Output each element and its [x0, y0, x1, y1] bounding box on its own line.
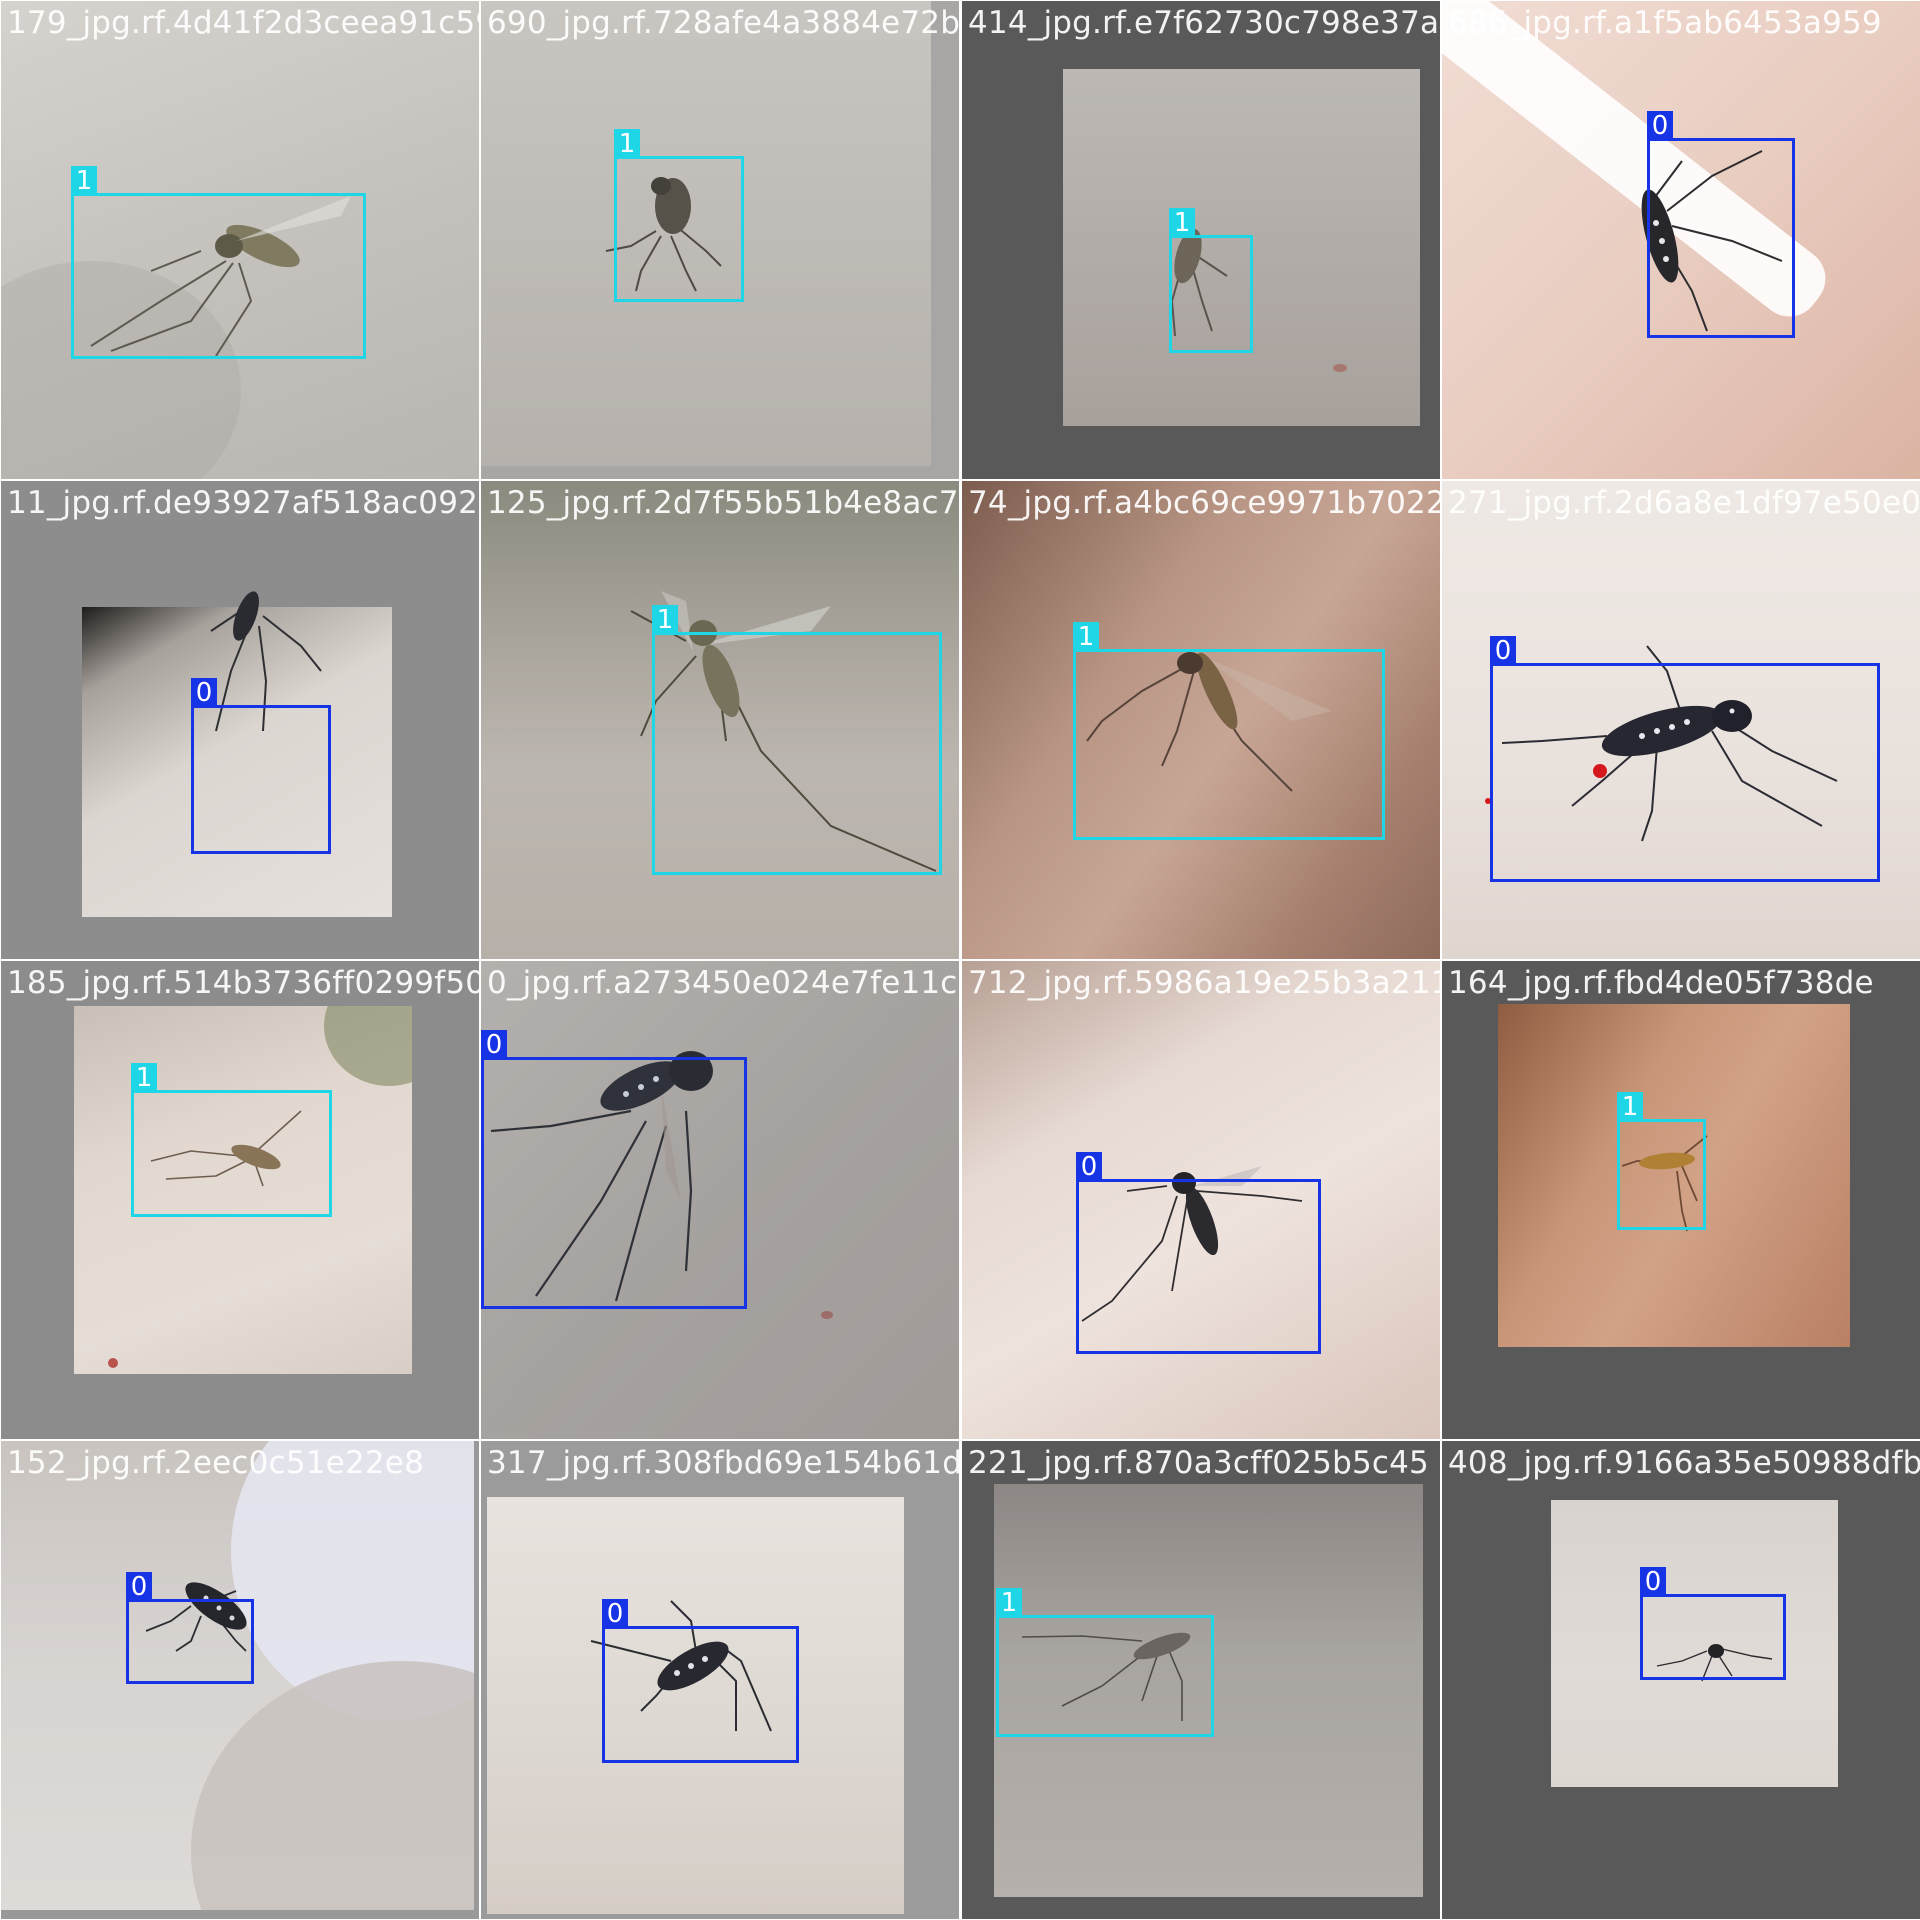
- mosaic-tile: 1 179_jpg.rf.4d41f2d3ceea91c590: [1, 1, 479, 479]
- detection-box: 1: [1169, 208, 1253, 353]
- tile-filename: 74_jpg.rf.a4bc69ce9971b7022: [968, 485, 1440, 521]
- tile-photo: [1551, 1500, 1838, 1787]
- tile-filename: 152_jpg.rf.2eec0c51e22e8: [7, 1445, 424, 1481]
- tile-photo: [481, 481, 959, 959]
- class-label: 0: [1490, 636, 1516, 666]
- tile-photo: [1, 1441, 474, 1910]
- detection-box: 1: [71, 166, 366, 359]
- mosquito: [490, 1051, 713, 1302]
- detection-box: 1: [131, 1063, 332, 1217]
- tile-photo: [994, 1484, 1423, 1897]
- class-label: 0: [126, 1572, 152, 1602]
- detection-box: 0: [1490, 636, 1880, 882]
- tile-photo: [487, 1497, 904, 1914]
- mosquito: [1170, 228, 1228, 337]
- tile-photo: [1063, 69, 1420, 426]
- class-label: 1: [71, 166, 97, 196]
- mosaic-tile: 1 125_jpg.rf.2d7f55b51b4e8ac73: [481, 481, 959, 959]
- class-label: 0: [602, 1599, 628, 1629]
- tile-photo: [1442, 1, 1920, 479]
- class-label: 1: [1617, 1092, 1643, 1122]
- class-label: 1: [131, 1063, 157, 1093]
- detection-box: 0: [1640, 1567, 1786, 1680]
- mosquito: [210, 591, 322, 732]
- tile-filename: 179_jpg.rf.4d41f2d3ceea91c590: [7, 5, 479, 41]
- mosquito: [150, 1110, 302, 1187]
- class-label: 1: [1169, 208, 1195, 238]
- detection-box: 0: [481, 1030, 747, 1309]
- detection-box: 1: [614, 129, 744, 302]
- detection-box: 0: [126, 1572, 254, 1684]
- tile-photo: [1, 1, 479, 479]
- mosaic-tile: 0 11_jpg.rf.de93927af518ac092: [1, 481, 479, 959]
- class-label: 0: [481, 1030, 507, 1060]
- class-label: 1: [996, 1588, 1022, 1618]
- mosquito: [590, 1600, 772, 1732]
- mosaic-tile: 1 414_jpg.rf.e7f62730c798e37a8: [962, 1, 1440, 479]
- tile-filename: 317_jpg.rf.308fbd69e154b61d: [487, 1445, 959, 1481]
- mosaic-tile: 0 152_jpg.rf.2eec0c51e22e8: [1, 1441, 479, 1919]
- class-label: 0: [1076, 1152, 1102, 1182]
- class-label: 0: [1647, 111, 1673, 141]
- mosaic-tile: 0 712_jpg.rf.5986a19e25b3a211: [962, 961, 1440, 1439]
- mosaic-tile: 1 185_jpg.rf.514b3736ff0299f50: [1, 961, 479, 1439]
- detection-box: 0: [191, 678, 331, 854]
- tile-filename: 271_jpg.rf.2d6a8e1df97e50e0a: [1448, 485, 1920, 521]
- mosaic-tile: 1 164_jpg.rf.fbd4de05f738de: [1442, 961, 1920, 1439]
- tile-filename: 0_jpg.rf.a273450e024e7fe11c: [487, 965, 958, 1001]
- tile-photo: [962, 481, 1440, 959]
- class-label: 1: [1073, 622, 1099, 652]
- tile-photo: [1498, 1004, 1850, 1347]
- tile-photo: [74, 1006, 412, 1374]
- tile-filename: 221_jpg.rf.870a3cff025b5c45: [968, 1445, 1429, 1481]
- tile-photo: [481, 1, 931, 466]
- mosquito: [1485, 645, 1838, 842]
- detection-box: 0: [1647, 111, 1795, 338]
- mosquito: [1086, 652, 1332, 792]
- tile-photo: [481, 961, 959, 1439]
- tile-filename: 164_jpg.rf.fbd4de05f738de: [1448, 965, 1874, 1001]
- mosquito: [145, 1582, 247, 1652]
- tile-filename: 686_jpg.rf.a1f5ab6453a959: [1448, 5, 1882, 41]
- tile-filename: 690_jpg.rf.728afe4a3884e72b4: [487, 5, 959, 41]
- detection-box: 0: [602, 1599, 799, 1763]
- mosquito: [1641, 150, 1783, 332]
- tile-filename: 125_jpg.rf.2d7f55b51b4e8ac73: [487, 485, 959, 521]
- tile-filename: 408_jpg.rf.9166a35e50988dfb0: [1448, 1445, 1920, 1481]
- mosquito: [1621, 1135, 1708, 1232]
- mosaic-tile: 0 408_jpg.rf.9166a35e50988dfb0: [1442, 1441, 1920, 1919]
- mosaic-tile: 1 221_jpg.rf.870a3cff025b5c45: [962, 1441, 1440, 1919]
- class-label: 1: [614, 129, 640, 159]
- detection-box: 1: [1073, 622, 1385, 840]
- class-label: 0: [1640, 1567, 1666, 1597]
- tile-filename: 414_jpg.rf.e7f62730c798e37a8: [968, 5, 1440, 41]
- detection-box: 0: [1076, 1152, 1321, 1354]
- mosaic-tile: 1 74_jpg.rf.a4bc69ce9971b7022: [962, 481, 1440, 959]
- mosquito: [90, 196, 351, 357]
- mosaic-tile: 0 0_jpg.rf.a273450e024e7fe11c: [481, 961, 959, 1439]
- mosaic-tile: 0 317_jpg.rf.308fbd69e154b61d: [481, 1441, 959, 1919]
- tile-filename: 712_jpg.rf.5986a19e25b3a211: [968, 965, 1440, 1001]
- tile-filename: 11_jpg.rf.de93927af518ac092: [7, 485, 479, 521]
- mosaic-tile: 0 686_jpg.rf.a1f5ab6453a959: [1442, 1, 1920, 479]
- detection-box: 1: [652, 605, 942, 875]
- mosquito: [1021, 1632, 1191, 1721]
- tile-filename: 185_jpg.rf.514b3736ff0299f50: [7, 965, 479, 1001]
- class-label: 0: [191, 678, 217, 708]
- mosaic-tile: 1 690_jpg.rf.728afe4a3884e72b4: [481, 1, 959, 479]
- detection-box: 1: [996, 1588, 1214, 1737]
- detection-box: 1: [1617, 1092, 1706, 1230]
- mosaic-tile: 0 271_jpg.rf.2d6a8e1df97e50e0a: [1442, 481, 1920, 959]
- mosquito: [1656, 1644, 1773, 1682]
- class-label: 1: [652, 605, 678, 635]
